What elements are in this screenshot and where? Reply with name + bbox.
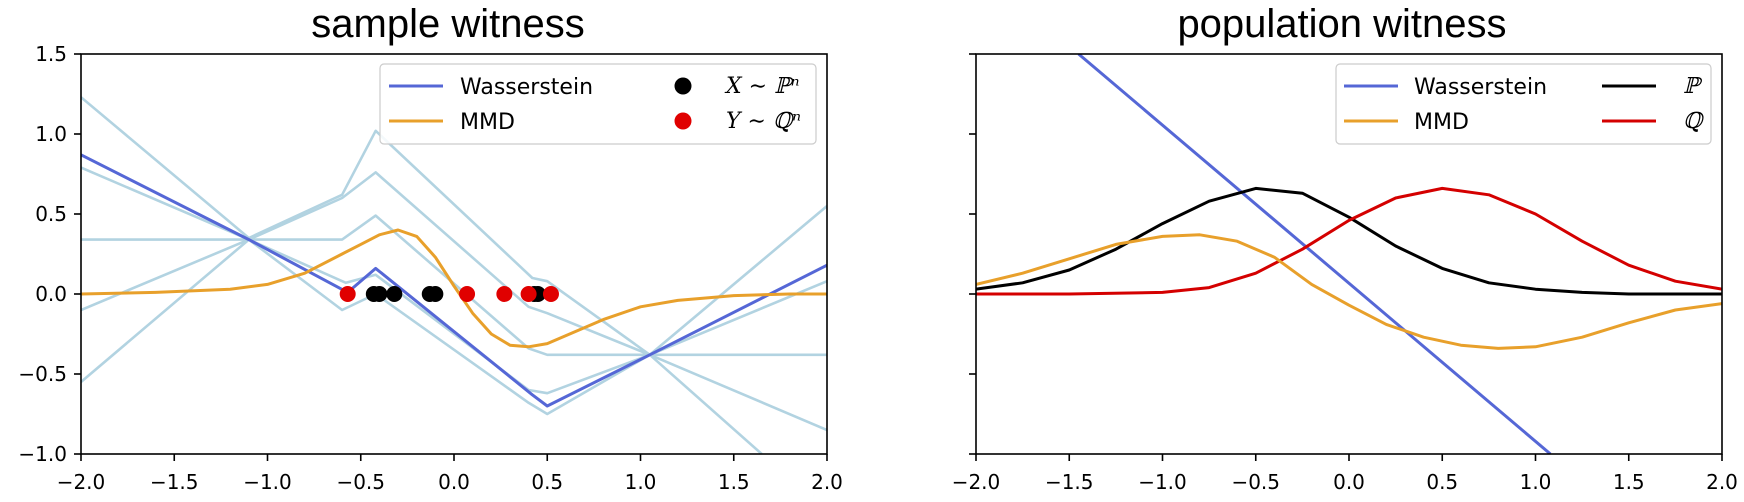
x-tick: 0.5 bbox=[1426, 454, 1458, 494]
legend: Wasserstein MMD X ∼ ℙⁿ Y ∼ ℚⁿ bbox=[379, 63, 817, 145]
sample-point-x bbox=[427, 286, 444, 302]
sample-point-y bbox=[542, 286, 559, 302]
series-line-p-density bbox=[976, 186, 1722, 296]
x-tick: −2.0 bbox=[952, 454, 1001, 494]
x-tick-label: −0.5 bbox=[1231, 470, 1280, 494]
x-tick: 1.5 bbox=[718, 454, 750, 494]
x-tick-label: −2.0 bbox=[57, 470, 106, 494]
sample-point-x bbox=[371, 286, 388, 302]
plot-area bbox=[81, 96, 827, 454]
x-tick-label: −1.5 bbox=[150, 470, 199, 494]
y-tick-label: 1.5 bbox=[35, 42, 67, 66]
chart-title: population witness bbox=[1177, 2, 1506, 46]
legend: Wasserstein MMD ℙ ℚ bbox=[1335, 63, 1712, 145]
panel-population-witness: population witness −2.0 −1.5 −1.0 −0.5 0… bbox=[952, 2, 1738, 494]
x-tick-label: −1.0 bbox=[243, 470, 292, 494]
sample-point-y bbox=[496, 286, 513, 302]
series-line-wasserstein bbox=[81, 153, 827, 408]
legend-marker-x bbox=[674, 77, 692, 95]
sample-point-y bbox=[339, 286, 356, 302]
series-line-wasserstein bbox=[1077, 54, 1552, 454]
y-tick-label: −0.5 bbox=[18, 362, 67, 386]
legend-frame bbox=[1335, 63, 1712, 145]
y-tick: 1.5 bbox=[35, 42, 81, 66]
x-tick-label: 0.0 bbox=[438, 470, 470, 494]
x-tick: −0.5 bbox=[1231, 454, 1280, 494]
sample-point-y bbox=[520, 286, 537, 302]
chart-title: sample witness bbox=[311, 2, 584, 46]
legend-label-mmd: MMD bbox=[1414, 110, 1469, 135]
sample-point-y bbox=[459, 286, 476, 302]
x-tick-label: 2.0 bbox=[811, 470, 843, 494]
x-tick: 2.0 bbox=[811, 454, 843, 494]
x-tick-label: 2.0 bbox=[1706, 470, 1738, 494]
legend-label-mmd: MMD bbox=[460, 110, 515, 135]
legend-label-x: X ∼ ℙⁿ bbox=[724, 74, 800, 99]
x-tick-label: 0.5 bbox=[1426, 470, 1458, 494]
y-tick: 0.5 bbox=[35, 202, 81, 226]
x-tick-label: −0.5 bbox=[336, 470, 385, 494]
y-tick-label: 0.0 bbox=[35, 282, 67, 306]
legend-label-p: ℙ bbox=[1683, 74, 1703, 99]
series-line-faint-4 bbox=[81, 238, 827, 395]
x-tick-label: 1.5 bbox=[718, 470, 750, 494]
x-tick: −1.0 bbox=[243, 454, 292, 494]
legend-label-wasserstein: Wasserstein bbox=[460, 75, 593, 100]
legend-label-y: Y ∼ ℚⁿ bbox=[726, 109, 801, 134]
y-axis bbox=[969, 53, 976, 455]
x-tick: −0.5 bbox=[336, 454, 385, 494]
x-tick: −1.5 bbox=[150, 454, 199, 494]
x-tick: 1.0 bbox=[625, 454, 657, 494]
series-line-mmd bbox=[976, 233, 1722, 350]
x-tick-label: −2.0 bbox=[952, 470, 1001, 494]
x-tick-label: 1.0 bbox=[625, 470, 657, 494]
x-tick: −1.0 bbox=[1138, 454, 1187, 494]
y-tick: −0.5 bbox=[18, 362, 81, 386]
x-tick: 0.0 bbox=[438, 454, 470, 494]
legend-label-q: ℚ bbox=[1683, 109, 1705, 134]
x-tick: 1.5 bbox=[1613, 454, 1645, 494]
x-tick: −1.5 bbox=[1045, 454, 1094, 494]
y-axis: −1.0 −0.5 0.0 0.5 1.0 1.5 bbox=[18, 42, 81, 466]
y-tick-label: 1.0 bbox=[35, 122, 67, 146]
y-tick: −1.0 bbox=[18, 442, 81, 466]
panel-sample-witness: sample witness −2.0 −1.5 −1.0 −0.5 0.0 0… bbox=[18, 2, 842, 494]
y-tick: 0.0 bbox=[35, 282, 81, 306]
x-axis: −2.0 −1.5 −1.0 −0.5 0.0 0.5 1.0 1.5 2.0 bbox=[57, 454, 843, 494]
x-tick: 0.5 bbox=[531, 454, 563, 494]
series-line-faint-2 bbox=[81, 166, 827, 357]
y-tick-label: −1.0 bbox=[18, 442, 67, 466]
x-tick: −2.0 bbox=[57, 454, 106, 494]
x-tick-label: 0.0 bbox=[1333, 470, 1365, 494]
sample-point-x bbox=[386, 286, 403, 302]
y-tick: 1.0 bbox=[35, 122, 81, 146]
sample-points bbox=[339, 286, 559, 302]
x-tick-label: 1.5 bbox=[1613, 470, 1645, 494]
y-tick-label: 0.5 bbox=[35, 202, 67, 226]
x-tick-label: −1.5 bbox=[1045, 470, 1094, 494]
series-line-q-density bbox=[976, 186, 1722, 296]
x-tick: 0.0 bbox=[1333, 454, 1365, 494]
legend-label-wasserstein: Wasserstein bbox=[1414, 75, 1547, 100]
x-tick-label: −1.0 bbox=[1138, 470, 1187, 494]
legend-frame bbox=[379, 63, 817, 145]
x-tick: 1.0 bbox=[1520, 454, 1552, 494]
x-tick-label: 0.5 bbox=[531, 470, 563, 494]
legend-marker-y bbox=[674, 112, 692, 130]
plot-area bbox=[976, 54, 1722, 454]
x-tick: 2.0 bbox=[1706, 454, 1738, 494]
series-line-faint-1 bbox=[81, 96, 827, 432]
x-axis: −2.0 −1.5 −1.0 −0.5 0.0 0.5 1.0 1.5 2.0 bbox=[952, 454, 1738, 494]
x-tick-label: 1.0 bbox=[1520, 470, 1552, 494]
